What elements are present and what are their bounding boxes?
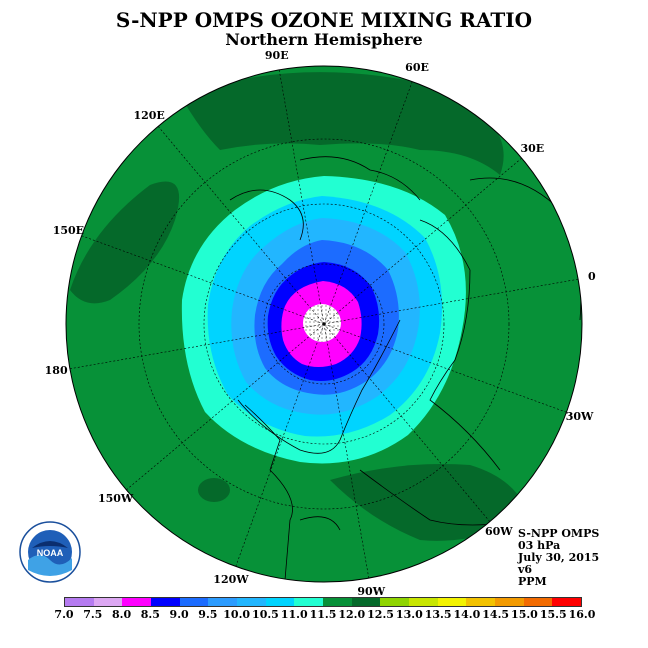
meridian-line xyxy=(69,323,325,370)
meridian-line xyxy=(235,323,325,567)
colorbar-swatch xyxy=(265,598,295,606)
noaa-logo: NOAA xyxy=(18,520,82,588)
colorbar-tick-label: 13.5 xyxy=(424,608,452,621)
meridian-line xyxy=(323,157,522,325)
info-units: PPM xyxy=(518,575,547,588)
colorbar-tick-label: 15.0 xyxy=(511,608,538,621)
map-title: S-NPP OMPS OZONE MIXING RATIO xyxy=(115,8,533,32)
colorbar-tick-label: 9.5 xyxy=(198,608,218,621)
longitude-label: 60W xyxy=(485,525,513,539)
meridian-line xyxy=(323,278,579,325)
info-date: July 30, 2015 xyxy=(518,551,600,564)
colorbar-swatch xyxy=(351,598,381,606)
colorbar-tick-label: 8.5 xyxy=(140,608,160,621)
info-pressure-level: 03 hPa xyxy=(518,539,561,552)
colorbar-tick-label: 14.0 xyxy=(453,608,481,621)
longitude-label: 120E xyxy=(133,108,165,122)
colorbar-tick-label: 10.0 xyxy=(223,608,251,621)
colorbar-tick-label: 16.0 xyxy=(568,608,596,621)
colorbar-tick-label: 12.5 xyxy=(367,608,394,621)
ozone-band-11.5-12-west xyxy=(70,181,180,304)
ozone-band-11.5-12-north xyxy=(180,72,504,175)
meridian-line xyxy=(323,323,491,522)
longitude-label: 90W xyxy=(357,584,386,598)
longitude-label: 90E xyxy=(264,49,289,63)
colorbar-swatch xyxy=(237,598,266,606)
longitude-label: 30W xyxy=(565,410,594,424)
meridian-line xyxy=(323,81,413,325)
colorbar-tick-label: 10.5 xyxy=(252,608,279,621)
ozone-band-11.5-12-south xyxy=(330,464,530,541)
longitude-label: 30E xyxy=(520,142,545,156)
ozone-band-11.5-12-spot xyxy=(198,478,230,502)
longitude-label: 150E xyxy=(52,223,85,237)
colorbar-tick-label: 11.0 xyxy=(280,608,308,621)
colorbar-tick-label: 15.5 xyxy=(539,608,567,621)
colorbar-swatch xyxy=(93,598,123,606)
meridian-line xyxy=(323,323,567,413)
colorbar-swatch xyxy=(323,598,352,606)
colorbar-tick-label: 13.0 xyxy=(395,608,423,621)
longitude-label: 0 xyxy=(588,269,596,283)
info-version: v6 xyxy=(518,563,533,576)
colorbar-swatch xyxy=(151,598,180,606)
noaa-logo-icon: NOAA xyxy=(19,521,81,583)
map-boundary xyxy=(65,65,583,583)
colorbar-swatch xyxy=(208,598,238,606)
colorbar-tick-label: 11.5 xyxy=(309,608,337,621)
colorbar-swatch xyxy=(65,598,94,606)
colorbar-tick-label: 14.5 xyxy=(482,608,510,621)
colorbar-swatch xyxy=(466,598,496,606)
colorbar-tick-label: 7.5 xyxy=(83,608,103,621)
meridian-line xyxy=(157,126,325,325)
longitude-label: 60E xyxy=(405,61,429,75)
colorbar-swatch xyxy=(380,598,410,606)
map-subtitle: Northern Hemisphere xyxy=(225,30,423,49)
colorbar-swatch xyxy=(495,598,524,606)
coastlines xyxy=(229,156,582,581)
meridian-line xyxy=(81,235,325,325)
colorbar-tick-label: 7.0 xyxy=(54,608,74,621)
graticule xyxy=(69,69,579,579)
info-instrument: S-NPP OMPS xyxy=(518,527,600,540)
colorbar-swatch xyxy=(294,598,324,606)
colorbar-swatch xyxy=(179,598,209,606)
svg-text:NOAA: NOAA xyxy=(37,548,64,558)
longitude-label: 120W xyxy=(213,572,249,586)
colorbar-swatch xyxy=(552,598,582,606)
longitude-label: 150W xyxy=(97,491,134,505)
map-info-block: S-NPP OMPS 03 hPa July 30, 2015 v6 PPM xyxy=(518,528,599,588)
meridian-line xyxy=(278,69,325,325)
colorbar-swatch xyxy=(523,598,553,606)
colorbar-swatch xyxy=(122,598,152,606)
meridian-line xyxy=(126,323,325,491)
meridian-line xyxy=(323,323,370,579)
colorbar-tick-label: 8.0 xyxy=(111,608,132,621)
colorbar-tick-label: 12.0 xyxy=(338,608,366,621)
colorbar-swatch xyxy=(409,598,438,606)
colorbar-swatch xyxy=(437,598,467,606)
colorbar xyxy=(64,597,582,607)
longitude-label: 180 xyxy=(44,364,68,378)
colorbar-tick-label: 9.0 xyxy=(169,608,189,621)
